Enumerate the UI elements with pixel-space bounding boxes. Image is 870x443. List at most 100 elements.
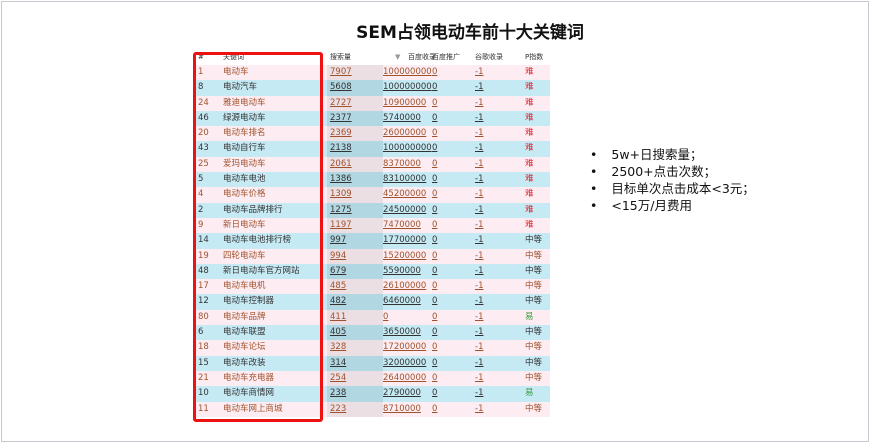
cell-baidu-promo[interactable]: 0 [432,143,438,154]
cell-baidu-promo[interactable]: 0 [432,82,438,93]
cell-baidu-promo[interactable]: 0 [432,342,438,353]
cell-baidu-index[interactable]: 5740000 [383,112,421,123]
cell-baidu-index[interactable]: 6460000 [383,296,421,307]
cell-search-volume[interactable]: 2061 [330,158,352,169]
cell-search-volume[interactable]: 223 [330,403,347,414]
cell-baidu-index[interactable]: 8710000 [383,403,421,414]
cell-baidu-promo[interactable]: 0 [432,357,438,368]
cell-baidu-promo[interactable]: 0 [432,97,438,108]
cell-google-index[interactable]: -1 [475,67,484,77]
cell-google-index[interactable]: -1 [475,342,484,353]
cell-baidu-promo[interactable]: 0 [432,189,438,200]
cell-google-index[interactable]: -1 [475,143,484,154]
cell-baidu-index[interactable]: 83100000 [383,174,427,185]
cell-google-index[interactable]: -1 [475,235,484,246]
cell-baidu-index[interactable]: 3650000 [383,327,421,338]
cell-baidu-index[interactable]: 45200000 [383,189,427,200]
cell-google-index[interactable]: -1 [475,250,484,261]
cell-search-volume[interactable]: 405 [330,327,347,338]
cell-baidu-promo[interactable]: 0 [432,372,438,383]
cell-baidu-index[interactable]: 26400000 [383,372,427,383]
cell-search-volume[interactable]: 314 [330,357,347,368]
cell-baidu-index[interactable]: 0 [383,311,389,322]
cell-baidu-promo[interactable]: 0 [432,219,438,230]
cell-google-index[interactable]: -1 [475,112,484,123]
cell-search-volume[interactable]: 7907 [330,67,352,77]
header-baidu-index[interactable]: 百度收录 [408,53,436,61]
cell-google-index[interactable]: -1 [475,82,484,93]
cell-baidu-index[interactable]: 100000000 [383,67,432,77]
cell-baidu-promo[interactable]: 0 [432,403,438,414]
cell-baidu-index[interactable]: 32000000 [383,357,427,368]
cell-google-index[interactable]: -1 [475,265,484,276]
cell-baidu-index[interactable]: 26100000 [383,281,427,292]
header-search-volume[interactable]: 搜索量 [330,53,351,61]
cell-search-volume[interactable]: 5608 [330,82,352,93]
cell-google-index[interactable]: -1 [475,189,484,200]
cell-search-volume[interactable]: 482 [330,296,347,307]
cell-baidu-index[interactable]: 5590000 [383,265,421,276]
cell-baidu-promo[interactable]: 0 [432,311,438,322]
cell-baidu-promo[interactable]: 0 [432,235,438,246]
cell-search-volume[interactable]: 411 [330,311,347,322]
cell-search-volume[interactable]: 1275 [330,204,352,215]
cell-baidu-promo[interactable]: 0 [432,327,438,338]
cell-baidu-promo[interactable]: 0 [432,128,438,139]
cell-keyword: 电动车排名 [223,128,266,139]
cell-baidu-promo[interactable]: 0 [432,296,438,307]
cell-baidu-index[interactable]: 7470000 [383,219,421,230]
cell-search-volume[interactable]: 328 [330,342,347,353]
cell-google-index[interactable]: -1 [475,204,484,215]
cell-search-volume[interactable]: 1386 [330,174,352,185]
header-google-index[interactable]: 谷歌收录 [475,53,503,61]
cell-baidu-index[interactable]: 17700000 [383,235,427,246]
cell-search-volume[interactable]: 997 [330,235,347,246]
cell-google-index[interactable]: -1 [475,219,484,230]
cell-baidu-promo[interactable]: 0 [432,250,438,261]
cell-baidu-index[interactable]: 15200000 [383,250,427,261]
cell-google-index[interactable]: -1 [475,128,484,139]
cell-search-volume[interactable]: 994 [330,250,347,261]
cell-search-volume[interactable]: 2369 [330,128,352,139]
cell-search-volume[interactable]: 679 [330,265,347,276]
cell-google-index[interactable]: -1 [475,357,484,368]
cell-search-volume[interactable]: 2138 [330,143,352,154]
table-row: 18 电动车论坛 328 17200000 0 -1 中等 [195,340,550,356]
cell-baidu-index[interactable]: 10900000 [383,97,427,108]
cell-google-index[interactable]: -1 [475,174,484,185]
cell-search-volume[interactable]: 254 [330,372,347,383]
cell-baidu-promo[interactable]: 0 [432,112,438,123]
cell-google-index[interactable]: -1 [475,281,484,292]
cell-baidu-index[interactable]: 8370000 [383,158,421,169]
cell-baidu-index[interactable]: 100000000 [383,143,432,154]
cell-google-index[interactable]: -1 [475,311,484,322]
header-baidu-promo[interactable]: 百度推广 [432,53,460,61]
cell-search-volume[interactable]: 238 [330,388,347,399]
cell-google-index[interactable]: -1 [475,388,484,399]
cell-baidu-promo[interactable]: 0 [432,158,438,169]
cell-baidu-promo[interactable]: 0 [432,281,438,292]
cell-search-volume[interactable]: 1309 [330,189,352,200]
cell-baidu-promo[interactable]: 0 [432,67,438,77]
cell-google-index[interactable]: -1 [475,158,484,169]
cell-search-volume[interactable]: 2727 [330,97,352,108]
cell-baidu-index[interactable]: 24500000 [383,204,427,215]
cell-search-volume[interactable]: 2377 [330,112,352,123]
cell-google-index[interactable]: -1 [475,97,484,108]
cell-baidu-promo[interactable]: 0 [432,204,438,215]
cell-baidu-index[interactable]: 100000000 [383,82,432,93]
cell-google-index[interactable]: -1 [475,327,484,338]
cell-google-index[interactable]: -1 [475,372,484,383]
cell-baidu-promo[interactable]: 0 [432,265,438,276]
header-p-index[interactable]: P指数 [525,53,544,61]
cell-google-index[interactable]: -1 [475,403,484,414]
cell-baidu-index[interactable]: 2790000 [383,388,421,399]
cell-baidu-index[interactable]: 26000000 [383,128,427,139]
cell-google-index[interactable]: -1 [475,296,484,307]
triangle-down-icon[interactable]: ▼ [395,53,401,61]
cell-search-volume[interactable]: 485 [330,281,347,292]
cell-baidu-index[interactable]: 17200000 [383,342,427,353]
cell-baidu-promo[interactable]: 0 [432,388,438,399]
cell-baidu-promo[interactable]: 0 [432,174,438,185]
cell-search-volume[interactable]: 1197 [330,219,352,230]
